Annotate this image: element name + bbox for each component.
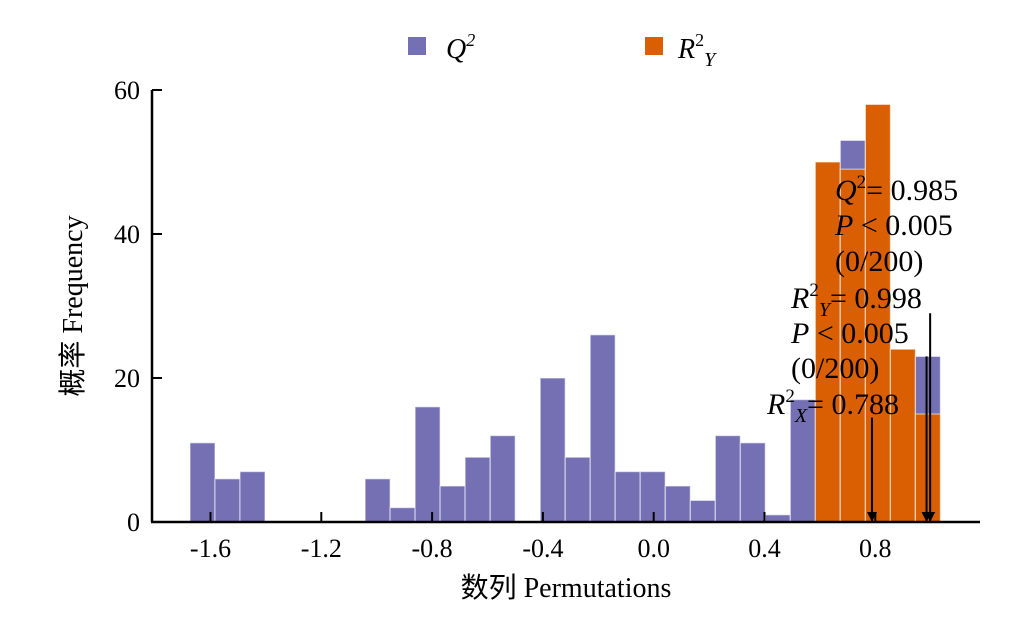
- y-axis-title: 概率 Frequency: [57, 215, 89, 396]
- annotation-r2y-eq: R2Y= 0.998: [790, 280, 922, 321]
- bar-r2y-25: [814, 161, 841, 523]
- y-ticks: 0 20 40 60: [114, 76, 162, 537]
- x-tick-label-3: -0.4: [522, 534, 563, 563]
- x-tick-label-2: -0.8: [412, 534, 453, 563]
- arrows-group: [866, 313, 936, 522]
- annotation-q2-eq: Q2= 0.985: [835, 172, 958, 207]
- legend: Q2 R2Y: [408, 30, 717, 71]
- annotation-q2-count: (0/200): [835, 245, 923, 278]
- legend-swatch-r2y: [645, 37, 663, 55]
- bar-q2-10: [439, 485, 466, 523]
- bar-q2-0: [189, 442, 216, 523]
- annotation-r2y: R2Y= 0.998 P < 0.005 (0/200): [790, 280, 922, 385]
- legend-label-r2y: R2Y: [677, 30, 717, 71]
- bar-q2-24: [789, 399, 816, 523]
- bar-q2-12: [489, 435, 516, 523]
- legend-label-q2: Q2: [446, 30, 475, 65]
- x-ticks: -1.6 -1.2 -0.8 -0.4 0.0 0.4 0.8: [190, 512, 892, 563]
- legend-swatch-q2: [408, 37, 426, 55]
- bar-q2-17: [614, 471, 641, 523]
- bar-q2-7: [364, 478, 391, 523]
- bars-group: [189, 103, 942, 523]
- x-tick-label-1: -1.2: [301, 534, 342, 563]
- y-tick-label-3: 60: [114, 76, 140, 105]
- bar-q2-16: [589, 334, 616, 523]
- annotation-r2x-eq: R2X= 0.788: [766, 386, 899, 427]
- bar-q2-21: [714, 435, 741, 523]
- bar-r2y-27: [864, 103, 892, 523]
- x-tick-label-6: 0.8: [859, 534, 892, 563]
- bar-q2-15: [564, 456, 591, 523]
- bar-r2y-28: [889, 348, 917, 523]
- annotation-r2y-p: P < 0.005: [790, 317, 909, 350]
- annotation-q2-p: P < 0.005: [834, 209, 953, 242]
- y-tick-label-2: 40: [114, 220, 140, 249]
- annotation-r2y-count: (0/200): [791, 352, 879, 385]
- bar-q2-14: [539, 377, 566, 523]
- annotation-r2x: R2X= 0.788: [766, 386, 899, 427]
- bar-q2-1: [214, 478, 241, 523]
- bar-q2-8: [389, 507, 416, 523]
- y-tick-label-0: 0: [127, 508, 140, 537]
- annotation-q2: Q2= 0.985 P < 0.005 (0/200): [834, 172, 958, 278]
- x-tick-label-4: 0.0: [637, 534, 670, 563]
- bar-q2-19: [664, 485, 691, 523]
- bar-q2-2: [239, 471, 266, 523]
- bar-q2-22: [739, 442, 766, 523]
- x-axis-title: 数列 Permutations: [461, 572, 672, 604]
- bar-r2y-29: [914, 413, 942, 523]
- bar-q2-20: [689, 499, 716, 523]
- x-tick-label-0: -1.6: [190, 534, 231, 563]
- bar-q2-11: [464, 456, 491, 523]
- x-tick-label-5: 0.4: [748, 534, 781, 563]
- y-tick-label-1: 20: [114, 364, 140, 393]
- bar-q2-9: [414, 406, 441, 523]
